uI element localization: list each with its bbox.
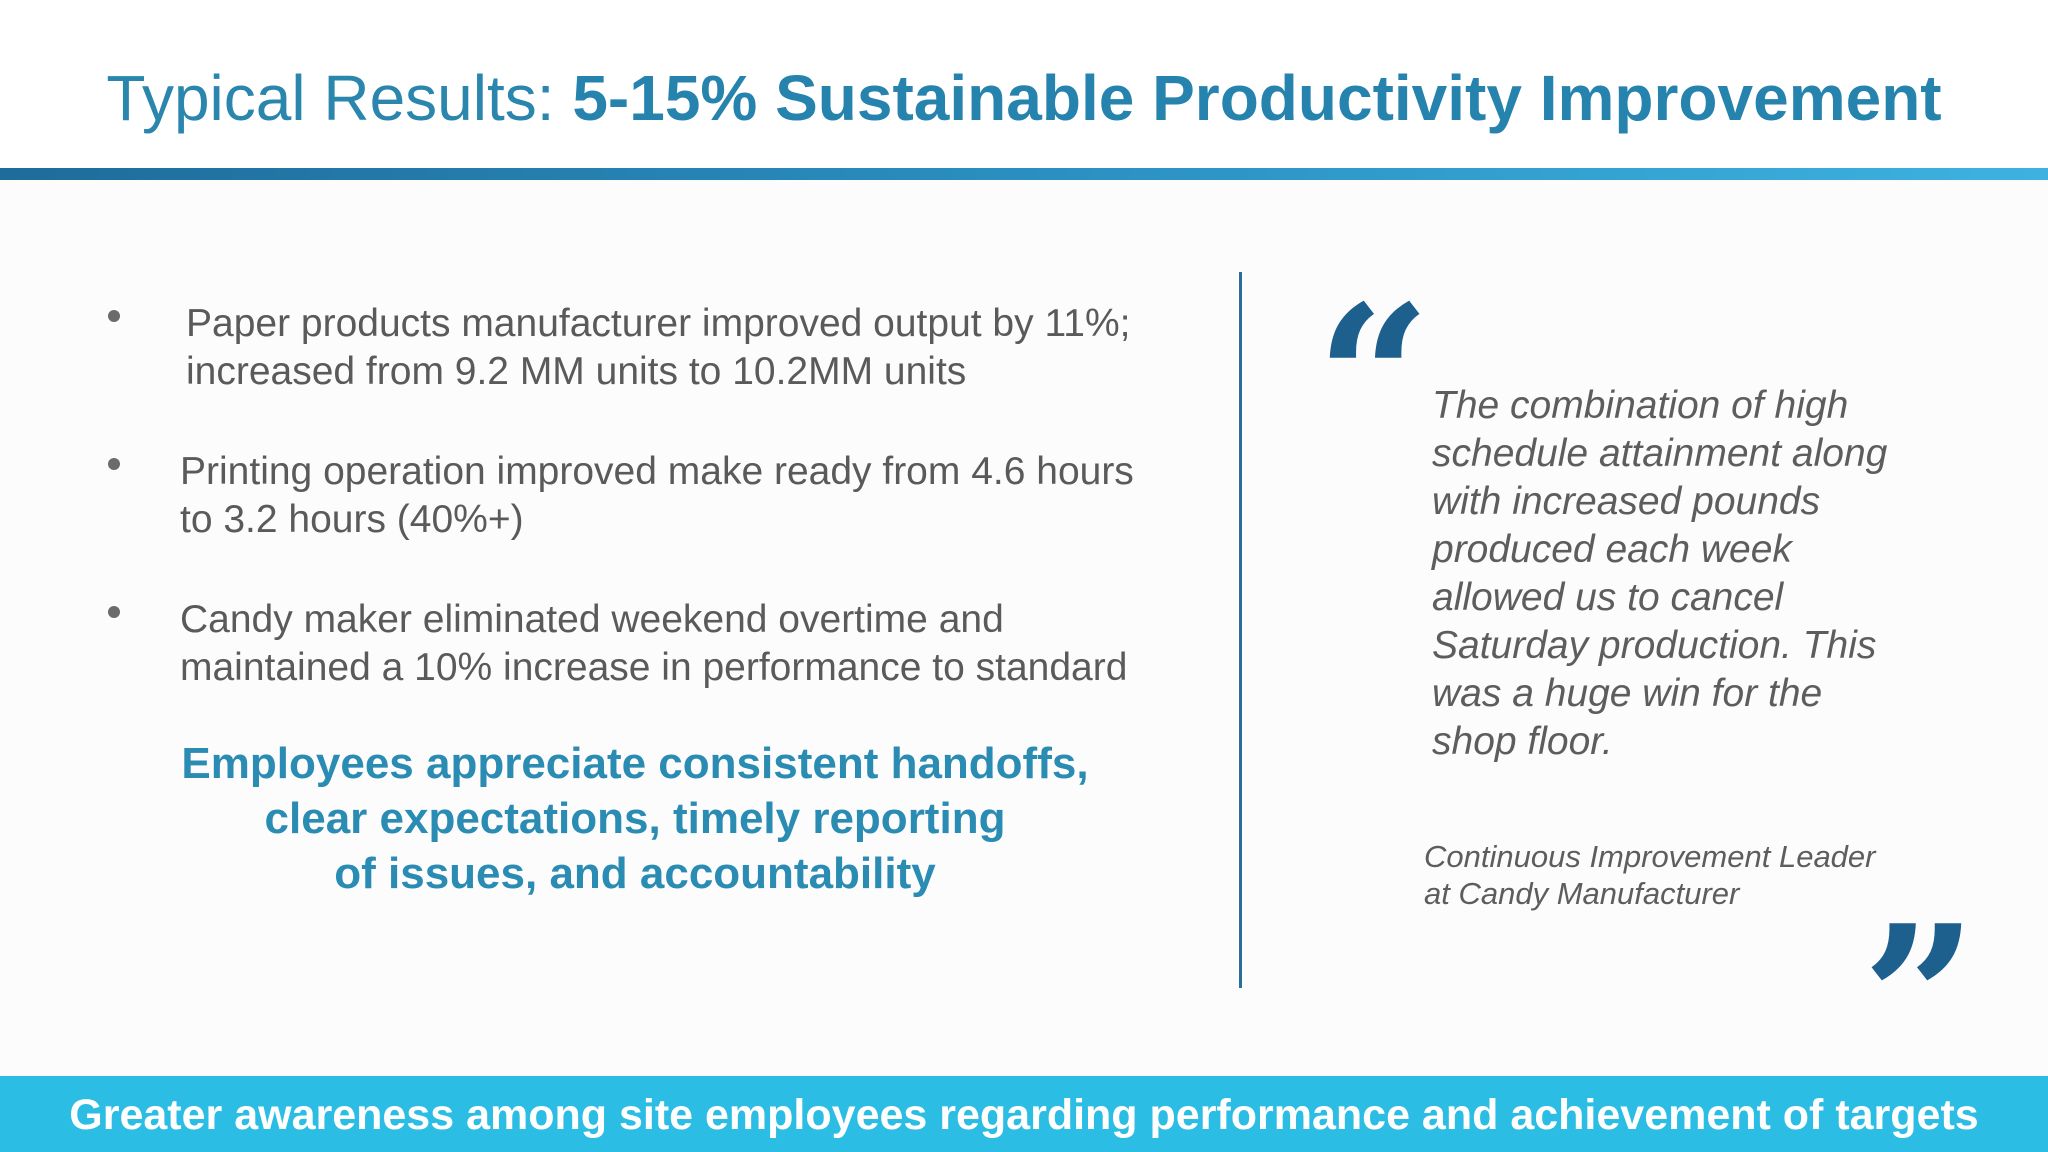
result-line: Paper products manufacturer improved out… [186,302,1131,345]
employee-callout: Employees appreciate consistent handoffs… [120,736,1150,901]
result-line: Candy maker eliminated weekend overtime … [180,598,1004,641]
attribution-line: at Candy Manufacturer [1424,876,1740,911]
bullet-dot-icon [108,458,120,470]
result-line: maintained a 10% increase in performance… [180,646,1128,689]
testimonial-quote: The combination of high schedule attainm… [1432,382,1932,766]
quote-line: with increased pounds [1432,480,1821,523]
quote-attribution: Continuous Improvement Leader at Candy M… [1424,838,1924,912]
title-rule [0,168,2048,180]
quote-line: The combination of high [1432,384,1849,427]
vertical-divider [1239,272,1242,988]
title-bar: Typical Results: 5-15% Sustainable Produ… [0,0,2048,168]
quote-line: produced each week [1432,528,1792,571]
quote-line: was a huge win for the [1432,672,1823,715]
close-quote-icon: ” [1862,882,1978,1117]
footer-text: Greater awareness among site employees r… [69,1091,1979,1139]
callout-line: clear expectations, timely reporting [264,794,1006,843]
attribution-line: Continuous Improvement Leader [1424,839,1876,874]
result-text: Printing operation improved make ready f… [180,448,1200,544]
result-line: increased from 9.2 MM units to 10.2MM un… [186,350,967,393]
result-text: Candy maker eliminated weekend overtime … [180,596,1200,692]
quote-line: allowed us to cancel [1432,576,1784,619]
title-emphasis: 5-15% Sustainable Productivity Improveme… [572,62,1942,134]
bullet-dot-icon [108,310,120,322]
result-line: Printing operation improved make ready f… [180,450,1134,493]
callout-line: Employees appreciate consistent handoffs… [181,739,1089,788]
open-quote-icon: “ [1316,262,1432,497]
result-line: to 3.2 hours (40%+) [180,498,524,541]
quote-line: schedule attainment along [1432,432,1888,475]
result-text: Paper products manufacturer improved out… [186,300,1206,396]
slide-title: Typical Results: 5-15% Sustainable Produ… [0,58,2048,138]
quote-line: shop floor. [1432,720,1613,763]
quote-line: Saturday production. This [1432,624,1877,667]
callout-line: of issues, and accountability [334,849,936,898]
bullet-dot-icon [108,606,120,618]
title-prefix: Typical Results: [106,62,555,134]
footer-banner: Greater awareness among site employees r… [0,1076,2048,1152]
